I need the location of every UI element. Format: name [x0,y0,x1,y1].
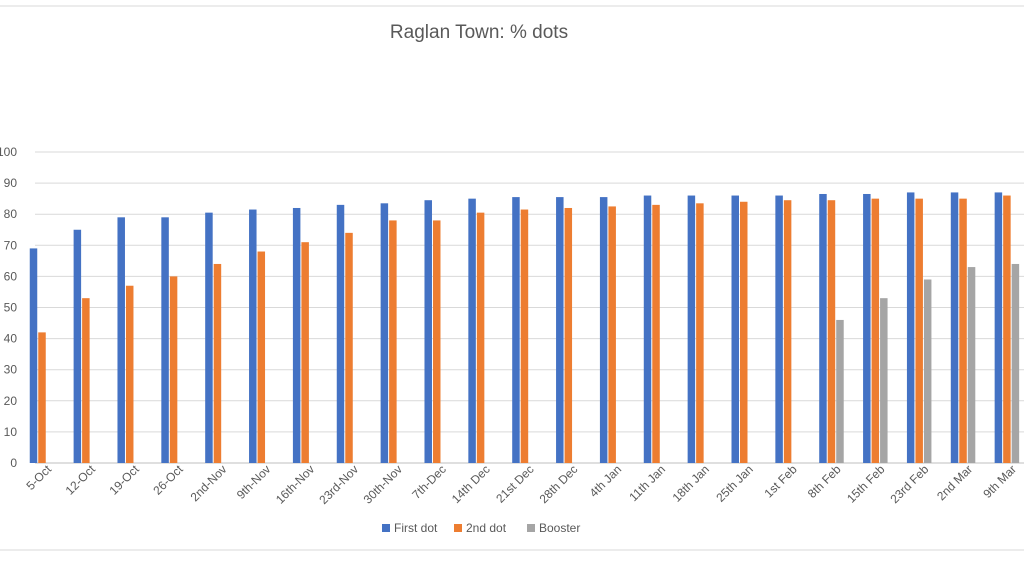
legend-label: Booster [539,521,580,535]
bar-2nd-dot [871,198,880,463]
bar-2nd-dot [652,204,660,463]
bar-first-dot [117,217,125,463]
x-tick-label: 8th Feb [805,462,844,501]
bar-first-dot [687,195,696,464]
bar-booster [923,279,932,463]
bar-2nd-dot [432,220,441,463]
bar-2nd-dot [476,212,485,463]
x-tick-label: 7th-Dec [409,462,449,502]
bar-2nd-dot [345,232,353,463]
bar-booster [967,267,976,463]
bar-first-dot [731,195,739,464]
x-tick-label: 19-Oct [106,462,142,498]
bar-first-dot [380,203,389,463]
y-tick-label: 20 [4,394,18,408]
bar-first-dot [775,195,783,464]
bar-first-dot [468,198,476,463]
y-tick-label: 100 [0,145,17,159]
x-tick-label: 23rd Feb [887,462,931,506]
x-tick-label: 5-Oct [23,462,54,493]
bar-first-dot [863,193,871,464]
y-tick-label: 60 [4,269,18,283]
x-tick-label: 11th Jan [626,462,668,504]
gridlines [35,151,1024,464]
x-tick-label: 15th Feb [844,462,888,506]
bar-2nd-dot [520,209,529,463]
bar-booster [1011,263,1020,463]
bar-2nd-dot [739,201,748,463]
bar-2nd-dot [301,242,309,463]
bar-first-dot [819,193,827,464]
bar-2nd-dot [213,263,222,463]
bar-booster [836,319,844,463]
x-tick-label: 18th Jan [670,462,712,504]
bar-first-dot [292,207,301,463]
bar-2nd-dot [827,200,836,463]
bar-2nd-dot [389,220,397,463]
x-tick-label: 2nd Mar [934,462,975,503]
bar-2nd-dot [169,276,178,463]
bar-first-dot [205,212,213,463]
bar-first-dot [29,248,38,463]
x-tick-label: 2nd-Nov [188,462,230,504]
y-tick-label: 10 [4,425,18,439]
bar-first-dot [599,197,608,463]
y-tick-label: 40 [4,332,18,346]
legend-swatch [454,524,462,532]
bar-first-dot [643,195,652,464]
bar-2nd-dot [915,198,923,463]
x-tick-label: 30th-Nov [361,462,405,506]
bar-first-dot [512,197,520,463]
bar-first-dot [161,217,169,463]
bar-booster [880,298,888,463]
x-tick-label: 28th Dec [537,462,581,506]
x-tick-label: 9th-Nov [234,462,274,502]
x-tick-label: 16th-Nov [273,462,317,506]
x-tick-label: 9th Mar [980,462,1019,501]
x-tick-label: 25th Jan [713,462,755,504]
x-tick-label: 26-Oct [150,462,186,498]
y-axis-ticks: 0 10 20 30 40 50 60 70 80 90 100 [0,145,17,470]
bars [29,192,1020,464]
bar-first-dot [249,209,257,463]
x-tick-label: 14th Dec [449,462,493,506]
bar-2nd-dot [257,251,266,463]
bar-2nd-dot [82,298,90,463]
y-tick-label: 90 [4,176,18,190]
x-tick-label: 23rd-Nov [316,462,361,507]
y-tick-label: 70 [4,238,18,252]
bar-first-dot [994,192,1003,463]
y-tick-label: 50 [4,301,18,315]
bar-first-dot [336,204,345,463]
bar-first-dot [950,192,959,463]
x-tick-label: 12-Oct [63,462,99,498]
bar-first-dot [73,229,82,463]
y-tick-label: 80 [4,207,18,221]
x-tick-label: 4th Jan [587,462,625,500]
chart-title: Raglan Town: % dots [390,22,568,43]
legend-swatch [527,524,535,532]
bar-2nd-dot [38,332,46,463]
legend: First dot 2nd dot Booster [382,521,580,535]
bar-2nd-dot [564,207,573,463]
x-tick-label: 1st Feb [762,462,800,500]
bar-2nd-dot [1003,195,1011,464]
legend-swatch [382,524,390,532]
bar-first-dot [556,197,564,463]
y-tick-label: 0 [10,456,17,470]
x-axis-ticks: 5-Oct 12-Oct 19-Oct 26-Oct 2nd-Nov 9th-Nov 16t… [23,462,1019,507]
bar-2nd-dot [783,200,792,463]
bar-2nd-dot [608,206,616,464]
y-tick-label: 30 [4,363,18,377]
bar-first-dot [424,200,432,463]
legend-label: First dot [394,521,438,535]
x-tick-label: 21st Dec [493,462,536,505]
bar-2nd-dot [696,203,704,463]
bar-first-dot [906,192,915,463]
bar-2nd-dot [959,198,967,463]
bar-2nd-dot [125,285,134,463]
legend-label: 2nd dot [466,521,507,535]
